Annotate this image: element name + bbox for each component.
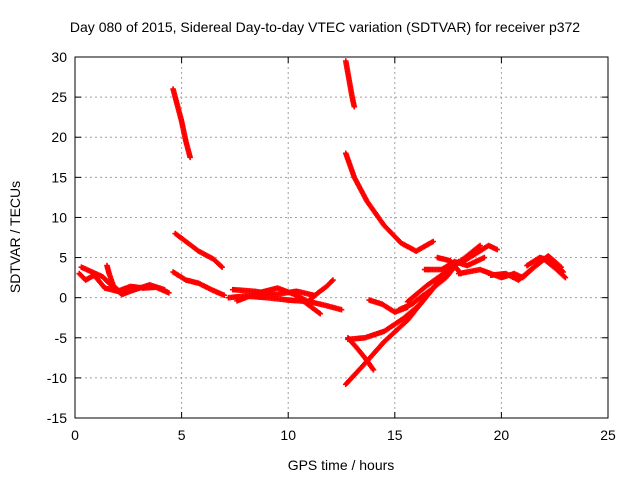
y-axis-label: SDTVAR / TECUs [7, 181, 23, 293]
data-point-marker [317, 310, 323, 317]
series-s24 [487, 256, 569, 283]
series-s5 [172, 230, 225, 270]
data-point-marker [370, 367, 377, 373]
data-point-marker [119, 290, 125, 297]
data-point-marker [430, 238, 436, 245]
y-tick-label: 5 [59, 250, 67, 266]
y-tick-label: -5 [55, 330, 68, 346]
data-point-marker [477, 242, 483, 249]
x-tick-labels: 0 5 10 15 20 25 [71, 427, 616, 443]
series-s6 [170, 269, 228, 299]
data-point-marker [218, 263, 224, 269]
series-s12 [342, 58, 358, 110]
data-point-marker [560, 269, 567, 275]
series-s11 [306, 277, 336, 303]
y-tick-label: -15 [47, 410, 67, 426]
data-points [76, 58, 569, 388]
series-s13 [342, 150, 436, 254]
series-s22 [460, 242, 500, 265]
data-point-marker [494, 246, 500, 253]
series-s20 [421, 254, 488, 273]
chart-title: Day 080 of 2015, Sidereal Day-to-day VTE… [70, 19, 580, 35]
series-s21 [434, 254, 464, 277]
data-point-marker [187, 154, 193, 161]
y-tick-label: -10 [47, 370, 67, 386]
x-tick-label: 10 [280, 427, 296, 443]
data-point-marker [351, 103, 358, 110]
plot-frame [74, 56, 609, 419]
x-tick-label: 5 [178, 427, 186, 443]
data-point-marker [161, 286, 168, 293]
data-point-marker [330, 277, 336, 283]
series-s16 [345, 282, 439, 343]
data-point-marker [219, 264, 225, 270]
y-tick-label: 25 [51, 89, 67, 105]
data-point-marker [561, 273, 568, 280]
y-tick-label: 30 [51, 49, 67, 65]
series-s10 [289, 290, 323, 317]
y-tick-label: 20 [51, 129, 67, 145]
y-tick-label: 15 [51, 169, 67, 185]
series-s3 [104, 262, 125, 297]
axis-ticks [74, 56, 609, 419]
series-s4 [170, 86, 193, 161]
x-tick-label: 15 [387, 427, 403, 443]
x-tick-label: 20 [494, 427, 510, 443]
series-s25 [524, 254, 567, 275]
data-point-marker [221, 292, 228, 299]
y-tick-label: 10 [51, 209, 67, 225]
data-point-marker [481, 254, 488, 261]
data-point-marker [166, 290, 172, 296]
x-axis-label: GPS time / hours [288, 457, 395, 473]
x-tick-label: 0 [71, 427, 79, 443]
y-tick-labels: -15 -10 -5 0 5 10 15 20 25 30 [47, 49, 67, 426]
x-tick-label: 25 [600, 427, 616, 443]
y-tick-label: 0 [59, 290, 67, 306]
data-point-marker [118, 289, 124, 296]
series-s2 [78, 264, 168, 298]
data-point-marker [338, 306, 345, 313]
data-point-marker [562, 274, 569, 281]
